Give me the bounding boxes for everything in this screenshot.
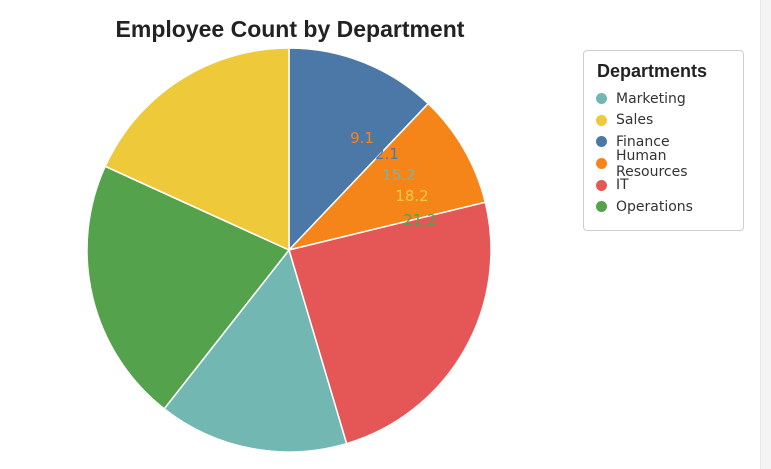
chart-title: Employee Count by Department [115,16,465,42]
legend-item-it[interactable]: IT [596,174,731,196]
legend-label-it: IT [616,177,629,194]
legend-label-human-resources: Human Resources [616,147,688,180]
legend-swatch-it [596,179,607,191]
data-label-4: 18.2 [395,187,428,205]
legend-label-sales: Sales [616,112,654,129]
data-label-5: 21.2 [403,211,436,229]
legend-item-finance[interactable]: Finance [596,131,731,153]
legend: Departments Marketing Sales Finance Huma… [583,50,744,231]
pie-slice-operations[interactable] [86,165,291,410]
pie-slice-finance[interactable] [288,47,430,252]
legend-item-marketing[interactable]: Marketing [596,88,731,110]
pie-slices [86,47,492,453]
legend-item-human-resources[interactable]: Human Resources [596,148,731,180]
data-label-1: 9.1 [350,129,374,147]
legend-item-sales[interactable]: Sales [596,110,731,132]
legend-swatch-marketing [596,93,607,105]
legend-label-marketing: Marketing [616,90,686,107]
legend-label-finance: Finance [616,133,670,150]
legend-swatch-finance [596,136,607,148]
legend-item-operations[interactable]: Operations [596,196,731,218]
data-label-2: 2.1 [375,145,399,163]
legend-label-operations: Operations [616,198,693,215]
pie-data-labels: 9.1 2.1 15.2 18.2 21.2 [350,129,437,229]
window-edge [760,0,771,469]
legend-title: Departments [597,61,708,81]
legend-swatch-operations [596,201,607,213]
legend-swatch-sales [596,114,607,126]
pie-slice-it[interactable] [288,201,492,445]
pie-slice-sales[interactable] [104,47,290,252]
legend-swatch-human-resources [596,158,607,170]
pie-slice-marketing[interactable] [163,248,348,453]
data-label-3: 15.2 [382,166,415,184]
